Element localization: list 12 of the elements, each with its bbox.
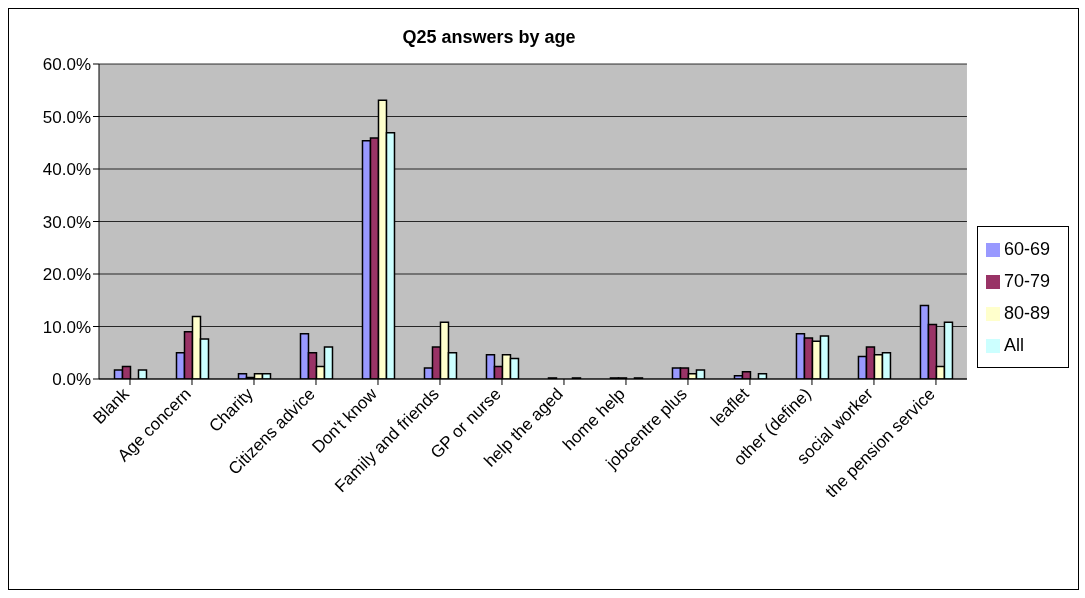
- y-tick-label: 30.0%: [42, 212, 91, 232]
- legend-label: All: [1003, 334, 1024, 355]
- y-tick-label: 0.0%: [52, 370, 91, 390]
- y-tick-label: 10.0%: [42, 317, 91, 337]
- y-tick-label: 20.0%: [42, 265, 91, 285]
- chart-title: Q25 answers by age: [401, 27, 577, 48]
- legend-label: 70-79: [1003, 270, 1050, 291]
- y-tick-label: 50.0%: [42, 107, 91, 127]
- legend-label: 80-89: [1003, 302, 1050, 323]
- y-tick-label: 40.0%: [42, 160, 91, 180]
- legend-label: 60-69: [1003, 238, 1050, 259]
- y-tick-label: 60.0%: [42, 55, 91, 75]
